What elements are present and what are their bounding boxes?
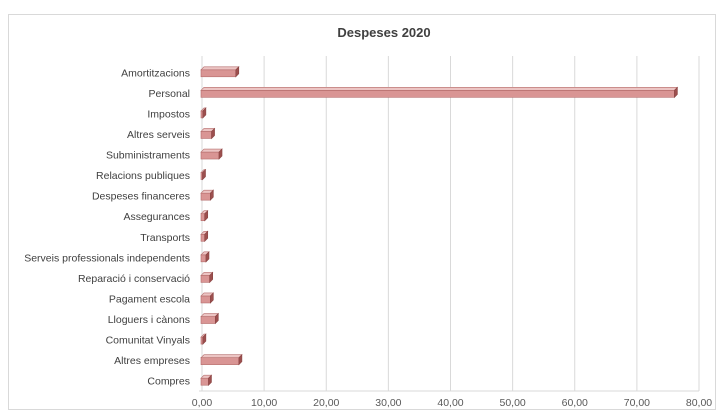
bar xyxy=(200,209,209,222)
bars xyxy=(200,66,679,386)
bar xyxy=(200,66,240,78)
bar xyxy=(200,189,215,201)
x-tick-label: 80,00 xyxy=(686,397,712,409)
category-label: Impostos xyxy=(147,108,190,120)
category-label: Despeses financeres xyxy=(92,191,190,203)
bar xyxy=(200,148,223,160)
category-label: Subministraments xyxy=(106,150,190,162)
category-label: Transports xyxy=(140,232,190,244)
bar xyxy=(200,168,207,181)
category-label: Compres xyxy=(147,376,190,388)
bar xyxy=(200,86,679,99)
bar xyxy=(200,251,210,263)
x-tick-label: 50,00 xyxy=(499,397,525,409)
category-label: Reparació i conservació xyxy=(78,273,190,285)
x-tick-label: 10,00 xyxy=(251,397,277,409)
category-label: Assegurances xyxy=(123,211,190,223)
bar xyxy=(200,333,207,345)
chart-frame: Despeses 2020 Amortitzacions Personal Impo… xyxy=(8,14,716,410)
chart-title: Despeses 2020 xyxy=(337,25,430,40)
category-labels: Amortitzacions Personal Impostos Altres ser… xyxy=(24,67,190,387)
category-label: Altres empreses xyxy=(114,355,190,367)
bar xyxy=(200,107,207,119)
category-label: Altres serveis xyxy=(127,129,190,141)
category-label: Comunitat Vinyals xyxy=(106,335,190,347)
category-label: Relacions publiques xyxy=(96,170,190,182)
category-label: Amortitzacions xyxy=(121,67,190,79)
x-tick-label: 40,00 xyxy=(437,397,463,409)
x-tick-label: 60,00 xyxy=(562,397,588,409)
category-label: Lloguers i cànons xyxy=(108,314,190,326)
bar xyxy=(200,312,220,325)
bar-chart: Despeses 2020 Amortitzacions Personal Impo… xyxy=(24,25,713,409)
bar xyxy=(200,271,214,284)
x-tick-label: 70,00 xyxy=(624,397,650,409)
gridlines xyxy=(199,56,700,392)
category-label: Serveis professionals independents xyxy=(24,252,190,264)
x-tick-label: 30,00 xyxy=(375,397,401,409)
bar xyxy=(200,127,216,140)
bar xyxy=(200,230,209,243)
x-tick-label: 20,00 xyxy=(313,397,339,409)
category-label: Personal xyxy=(149,88,190,100)
bar xyxy=(200,353,243,366)
x-tick-label: 0,00 xyxy=(192,397,213,409)
x-tick-labels: 0,00 10,00 20,00 30,00 40,00 50,00 60,00 70,00 8… xyxy=(192,397,713,409)
bar xyxy=(200,292,215,304)
category-label: Pagament escola xyxy=(109,293,190,305)
bar xyxy=(200,374,213,386)
